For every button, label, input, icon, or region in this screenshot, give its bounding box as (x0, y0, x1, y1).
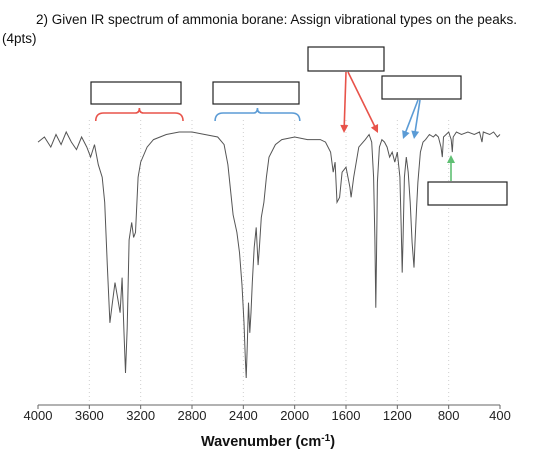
arrow-box4-left-head (402, 130, 410, 139)
bracket-2 (214, 107, 301, 122)
x-tick-label-2800: 2800 (178, 408, 207, 423)
vertical-grid (88, 120, 450, 404)
x-tick-label-800: 800 (438, 408, 460, 423)
arrow-box4-right-head (411, 130, 420, 139)
x-tick-label-4000: 4000 (24, 408, 53, 423)
x-tick-group: 4000 3600 3200 2800 2400 2000 1600 1200 800 400 (24, 405, 511, 423)
answer-box-1[interactable] (90, 81, 182, 105)
annotation-group (94, 71, 455, 181)
arrow-box3-right-head (370, 124, 379, 133)
arrow-box4-right-shaft (414, 99, 421, 134)
answer-box-4[interactable] (381, 75, 462, 100)
arrow-box3-left-shaft (343, 71, 347, 128)
spectrum-trace (37, 130, 501, 379)
x-tick-label-2000: 2000 (280, 408, 309, 423)
arrow-box3-right-shaft (347, 71, 377, 128)
x-tick-label-3600: 3600 (75, 408, 104, 423)
answer-box-5[interactable] (427, 181, 508, 206)
arrow-box5-head (447, 155, 455, 163)
x-tick-label-1200: 1200 (383, 408, 412, 423)
x-tick-label-1600: 1600 (332, 408, 361, 423)
question-text: 2) Given IR spectrum of ammonia borane: … (2, 12, 517, 46)
bracket-1 (94, 107, 184, 122)
x-tick-label-3200: 3200 (126, 408, 155, 423)
answer-box-3[interactable] (307, 46, 385, 72)
arrow-box4-left-shaft (404, 99, 419, 134)
x-axis-label: Wavenumber (cm-1) (201, 433, 335, 450)
x-tick-label-400: 400 (489, 408, 511, 423)
x-axis-label-superscript: -1 (321, 433, 330, 444)
answer-box-group (90, 46, 508, 206)
answer-box-2[interactable] (212, 81, 300, 105)
arrow-box3-left-head (340, 124, 349, 133)
x-tick-label-2400: 2400 (229, 408, 258, 423)
x-axis: 4000 3600 3200 2800 2400 2000 1600 1200 800 400 (24, 404, 511, 423)
